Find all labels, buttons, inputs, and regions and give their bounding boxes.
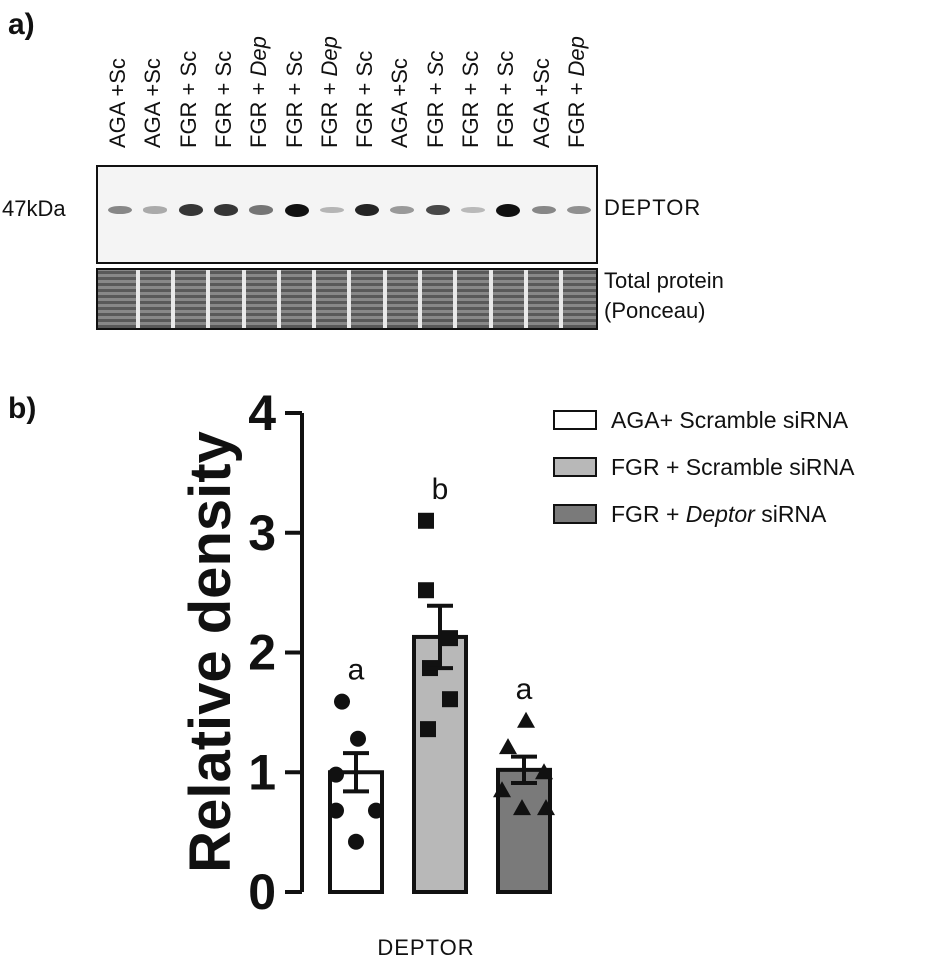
data-point xyxy=(328,802,344,819)
data-point xyxy=(442,630,458,647)
protein-band xyxy=(319,206,344,214)
y-tick-label: 1 xyxy=(248,744,276,800)
data-point xyxy=(348,833,364,850)
legend-label-suffix: siRNA xyxy=(754,500,827,527)
legend-label-italic: Deptor xyxy=(685,500,755,527)
molecular-weight-label: 47kDa xyxy=(2,196,66,221)
loading-label-line2: (Ponceau) xyxy=(604,298,706,323)
legend-label-prefix: AGA+ Scramble siRNA xyxy=(611,406,849,433)
data-point xyxy=(350,730,366,747)
data-point xyxy=(517,711,535,728)
ponceau-lane-gap xyxy=(523,270,528,328)
protein-band xyxy=(284,203,309,217)
panel-a-label: a) xyxy=(8,8,35,41)
protein-band xyxy=(249,205,274,215)
y-tick-label: 3 xyxy=(248,505,276,561)
protein-band xyxy=(496,203,521,217)
loading-control-label: Total protein (Ponceau) xyxy=(604,266,724,326)
significance-letter: b xyxy=(432,473,449,506)
legend-label-prefix: FGR + xyxy=(611,500,686,527)
legend-item: FGR + Scramble siRNA xyxy=(553,450,854,484)
ponceau-lane-gap xyxy=(312,270,317,328)
bar xyxy=(496,767,552,894)
data-point xyxy=(535,763,553,780)
protein-band xyxy=(566,205,591,215)
panel-b-label: b) xyxy=(8,392,37,425)
data-point xyxy=(537,799,555,816)
protein-band xyxy=(425,204,450,216)
legend-swatch xyxy=(553,504,597,524)
y-tick-label: 0 xyxy=(248,864,276,920)
deptor-western-blot xyxy=(96,165,598,264)
legend-label: FGR + Deptor siRNA xyxy=(611,501,826,528)
data-point xyxy=(328,766,344,783)
ponceau-stain-blot xyxy=(96,268,598,330)
legend-item: FGR + Deptor siRNA xyxy=(553,497,826,531)
data-point xyxy=(418,512,434,529)
protein-band xyxy=(461,206,485,214)
x-axis-label: DEPTOR xyxy=(377,935,474,960)
ponceau-lane-gap xyxy=(418,270,423,328)
y-tick-label: 4 xyxy=(248,385,276,441)
ponceau-lane-gap xyxy=(382,270,387,328)
ponceau-lane-gap xyxy=(241,270,246,328)
ponceau-lane-gap xyxy=(170,270,175,328)
ponceau-texture xyxy=(98,270,596,328)
protein-band xyxy=(355,203,380,217)
ponceau-lane-gap xyxy=(453,270,458,328)
loading-label-line1: Total protein xyxy=(604,268,724,293)
significance-letter: a xyxy=(516,673,533,706)
data-point xyxy=(368,802,384,819)
data-point xyxy=(334,693,350,710)
legend-label: AGA+ Scramble siRNA xyxy=(611,407,848,434)
data-point xyxy=(420,721,436,738)
legend-swatch xyxy=(553,457,597,477)
data-point xyxy=(493,781,511,798)
protein-band xyxy=(531,205,556,215)
protein-band xyxy=(108,205,132,215)
protein-band xyxy=(178,204,203,216)
data-point xyxy=(418,582,434,599)
bar xyxy=(412,634,468,894)
ponceau-lane-gap xyxy=(135,270,140,328)
blot-target-label: DEPTOR xyxy=(604,195,702,220)
protein-band xyxy=(143,206,168,214)
protein-band xyxy=(390,206,415,214)
ponceau-lane-gap xyxy=(276,270,281,328)
ponceau-lane-gap xyxy=(488,270,493,328)
ponceau-lane-gap xyxy=(206,270,211,328)
y-axis-label: Relative density xyxy=(178,431,243,873)
ponceau-lane-gap xyxy=(559,270,564,328)
legend-label: FGR + Scramble siRNA xyxy=(611,454,854,481)
legend-swatch xyxy=(553,410,597,430)
data-point xyxy=(499,738,517,755)
significance-letter: a xyxy=(348,654,365,687)
protein-band xyxy=(213,204,238,216)
legend-label-prefix: FGR + Scramble siRNA xyxy=(611,453,855,480)
data-point xyxy=(513,799,531,816)
ponceau-lane-gap xyxy=(347,270,352,328)
y-tick-label: 2 xyxy=(248,625,276,681)
data-point xyxy=(442,691,458,708)
legend-item: AGA+ Scramble siRNA xyxy=(553,403,848,437)
